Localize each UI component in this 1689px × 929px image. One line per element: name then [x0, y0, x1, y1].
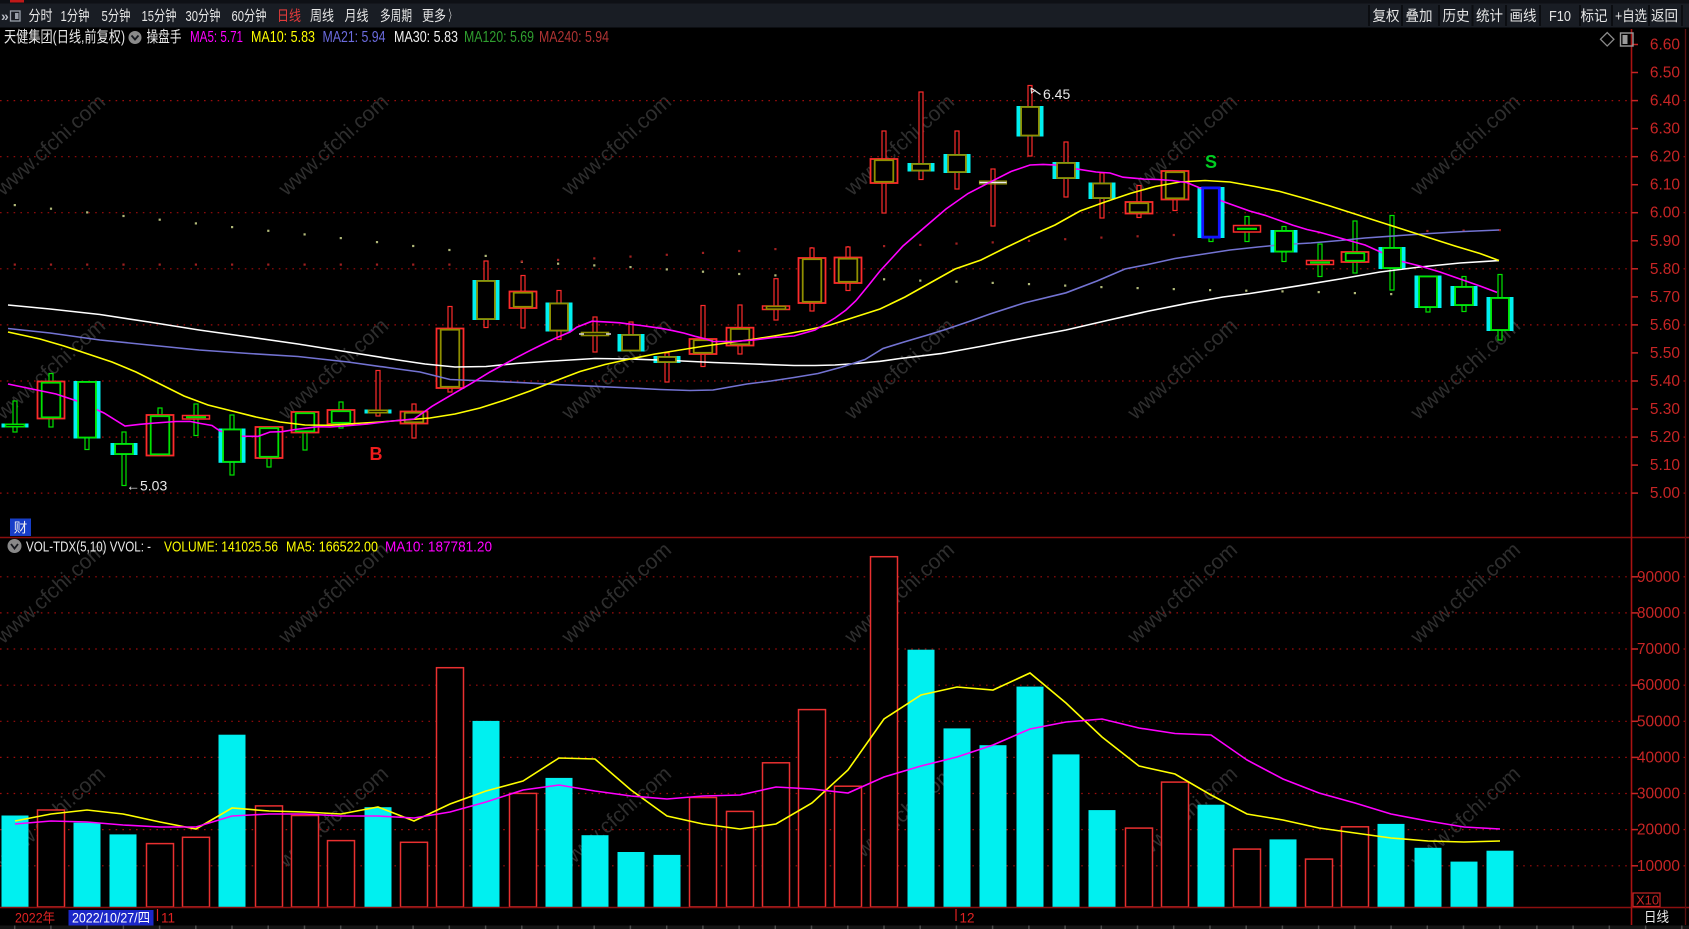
svg-text:MA5: 166522.00: MA5: 166522.00 — [286, 539, 378, 556]
svg-text:MA5: 5.71: MA5: 5.71 — [190, 29, 243, 46]
svg-text:2022/10/27/四: 2022/10/27/四 — [72, 911, 150, 926]
svg-text:5.80: 5.80 — [1650, 261, 1681, 278]
svg-text:6.30: 6.30 — [1650, 121, 1681, 138]
svg-text:统计: 统计 — [1476, 8, 1503, 25]
svg-text:10000: 10000 — [1637, 858, 1680, 875]
svg-text:MA240: 5.94: MA240: 5.94 — [539, 29, 609, 46]
svg-text:2022年: 2022年 — [15, 911, 55, 926]
svg-text:5.30: 5.30 — [1650, 401, 1681, 418]
svg-text:6.45: 6.45 — [1043, 86, 1070, 102]
svg-text:X10: X10 — [1636, 893, 1659, 908]
svg-text:画线: 画线 — [1510, 8, 1537, 25]
svg-text:MA120: 5.69: MA120: 5.69 — [464, 29, 534, 46]
svg-text:5.20: 5.20 — [1650, 429, 1681, 446]
svg-text:周线: 周线 — [310, 8, 334, 25]
svg-text:6.40: 6.40 — [1650, 93, 1681, 110]
svg-text:日线: 日线 — [277, 8, 301, 25]
svg-text:标记: 标记 — [1581, 8, 1608, 25]
svg-text:历史: 历史 — [1443, 8, 1470, 25]
svg-text:5.40: 5.40 — [1650, 373, 1681, 390]
svg-text:30000: 30000 — [1637, 786, 1680, 803]
svg-text:VOL-TDX(5,10) VVOL: -: VOL-TDX(5,10) VVOL: - — [26, 539, 151, 556]
svg-text:60000: 60000 — [1637, 677, 1680, 694]
svg-text:B: B — [370, 444, 383, 464]
svg-text:6.20: 6.20 — [1650, 149, 1681, 166]
svg-text:»: » — [1, 8, 9, 24]
svg-text:S: S — [1205, 152, 1217, 172]
svg-text:70000: 70000 — [1637, 641, 1680, 658]
svg-text:返回: 返回 — [1651, 8, 1678, 25]
svg-text:1分钟: 1分钟 — [61, 8, 90, 25]
svg-text:分时: 分时 — [29, 8, 53, 25]
svg-text:80000: 80000 — [1637, 605, 1680, 622]
svg-text:MA21: 5.94: MA21: 5.94 — [323, 29, 386, 46]
svg-text:月线: 月线 — [345, 8, 369, 25]
svg-text:5.50: 5.50 — [1650, 345, 1681, 362]
svg-text:天健集团(日线,前复权): 天健集团(日线,前复权) — [4, 28, 125, 46]
svg-text:20000: 20000 — [1637, 822, 1680, 839]
svg-text:叠加: 叠加 — [1406, 8, 1433, 25]
svg-text:5.90: 5.90 — [1650, 233, 1681, 250]
svg-text:6.60: 6.60 — [1650, 37, 1681, 54]
svg-text:〉: 〉 — [449, 8, 456, 25]
svg-text:更多: 更多 — [422, 8, 446, 25]
svg-text:操盘手: 操盘手 — [147, 27, 182, 46]
svg-text:15分钟: 15分钟 — [142, 8, 177, 25]
svg-text:+自选: +自选 — [1615, 8, 1647, 25]
svg-text:日线: 日线 — [1644, 909, 1669, 925]
svg-text:MA10: 187781.20: MA10: 187781.20 — [385, 539, 492, 556]
svg-text:6.00: 6.00 — [1650, 205, 1681, 222]
svg-text:5.10: 5.10 — [1650, 457, 1681, 474]
svg-text:MA10: 5.83: MA10: 5.83 — [251, 29, 315, 46]
svg-text:5分钟: 5分钟 — [102, 8, 131, 25]
svg-text:MA30: 5.83: MA30: 5.83 — [394, 29, 458, 46]
svg-text:30分钟: 30分钟 — [186, 8, 221, 25]
svg-text:50000: 50000 — [1637, 713, 1680, 730]
svg-text:12: 12 — [960, 911, 975, 926]
svg-text:40000: 40000 — [1637, 749, 1680, 766]
svg-text:6.10: 6.10 — [1650, 177, 1681, 194]
svg-text:财: 财 — [14, 521, 28, 536]
svg-text:11: 11 — [161, 911, 175, 926]
svg-text:90000: 90000 — [1637, 569, 1680, 586]
svg-text:←5.03: ←5.03 — [126, 478, 167, 494]
svg-text:60分钟: 60分钟 — [232, 8, 267, 25]
svg-text:5.00: 5.00 — [1650, 485, 1681, 502]
svg-text:复权: 复权 — [1373, 7, 1400, 25]
svg-text:F10: F10 — [1549, 9, 1571, 25]
svg-text:5.70: 5.70 — [1650, 289, 1681, 306]
svg-text:5.60: 5.60 — [1650, 317, 1681, 334]
svg-text:多周期: 多周期 — [380, 8, 412, 25]
svg-text:6.50: 6.50 — [1650, 65, 1681, 82]
svg-text:VOLUME: 141025.56: VOLUME: 141025.56 — [164, 539, 278, 556]
